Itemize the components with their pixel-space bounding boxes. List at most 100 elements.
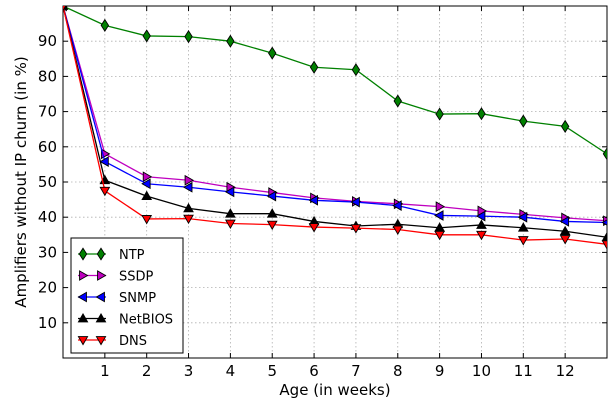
point-ntp [560,119,570,133]
point-dns [476,230,487,241]
legend-item-dns: DNS [77,334,147,349]
point-ntp [477,107,486,121]
legend-marker-ntp [96,247,106,261]
y-tick-label: 20 [38,279,57,297]
point-ntp [142,29,151,43]
x-tick-label: 2 [142,362,152,380]
point-ntp [309,60,319,74]
legend-marker-netbios [95,312,107,323]
legend-item-snmp: SNMP [77,291,156,306]
series-line-netbios [63,6,607,238]
series-line-dns [63,6,607,245]
point-snmp [308,194,318,206]
point-dns [63,6,67,12]
legend-marker-ssdp [79,270,89,281]
point-snmp [266,190,277,202]
legend-marker-dns [95,336,107,346]
legend-item-ssdp: SSDP [78,270,154,285]
x-tick-label: 10 [472,362,491,380]
x-tick-label: 1 [100,362,110,380]
legend-marker-dns [77,336,89,346]
point-snmp [99,156,109,167]
x-axis-label: Age (in weeks) [279,381,390,399]
x-tick-label: 7 [351,362,361,380]
point-snmp [517,211,528,223]
point-dns [392,225,404,236]
legend: NTP SSDP SNMP NetBIOS DNS [70,237,184,354]
point-dns [225,219,236,230]
x-tick-label: 8 [393,362,403,380]
series-ntp [63,6,607,161]
point-ntp [602,147,607,161]
y-axis-label: Amplifiers without IP churn (in %) [12,56,30,307]
point-dns [266,220,278,231]
point-ntp [226,34,235,48]
grid-lines [63,6,607,358]
point-ntp [393,94,402,108]
legend-label-dns: DNS [119,334,147,349]
point-netbios [517,222,529,232]
point-dns [183,214,194,225]
point-snmp [601,219,607,226]
point-dns [308,223,320,233]
point-netbios [141,190,153,200]
point-snmp [392,200,402,211]
point-ntp [100,18,110,32]
series-line-ntp [63,6,607,155]
x-tick-label: 12 [556,362,575,380]
point-netbios [225,208,236,218]
x-tick-label: 6 [309,362,319,380]
point-dns [99,186,111,197]
point-snmp [350,196,360,208]
point-ntp [435,107,444,121]
point-dns [434,230,445,241]
point-dns [141,215,153,225]
legend-marker-snmp [77,291,87,303]
legend-item-netbios: NetBIOS [77,312,173,328]
y-tick-label: 10 [38,314,57,332]
x-tick-label: 9 [435,362,445,380]
point-ntp [519,114,528,128]
legend-item-ntp: NTP [78,247,145,263]
legend-label-netbios: NetBIOS [119,313,173,328]
series-dns [63,6,607,250]
y-tick-label: 30 [38,243,57,261]
y-tick-label: 40 [38,208,57,226]
point-netbios [183,202,194,213]
point-ntp [268,46,277,60]
legend-marker-snmp [95,291,105,303]
point-snmp [224,186,235,198]
legend-marker-netbios [77,312,89,323]
point-dns [350,224,362,234]
point-snmp [559,216,570,227]
series-line-snmp [63,6,607,224]
x-tick-label: 5 [267,362,277,380]
point-ssdp [142,171,153,183]
point-netbios [266,208,278,218]
point-dns [601,240,607,250]
legend-marker-ssdp [97,270,107,281]
legend-box [70,237,184,354]
point-snmp [183,181,193,193]
x-tick-label: 3 [184,362,194,380]
y-tick-label: 60 [38,138,57,156]
point-snmp [475,210,486,222]
legend-marker-ntp [78,247,88,261]
point-ssdp [184,174,195,186]
x-tick-label: 11 [514,362,533,380]
point-ntp [351,63,361,77]
x-tick-label: 4 [226,362,236,380]
point-netbios [601,231,607,242]
point-ntp [184,30,193,44]
point-ssdp [435,201,446,213]
y-tick-label: 70 [38,103,57,121]
point-snmp [141,178,151,190]
legend-label-ntp: NTP [119,248,145,263]
series-snmp [63,6,607,227]
point-dns [517,236,529,246]
point-netbios [559,225,571,236]
legend-label-snmp: SNMP [119,291,156,306]
y-tick-label: 90 [38,32,57,50]
y-tick-label: 50 [38,173,57,191]
